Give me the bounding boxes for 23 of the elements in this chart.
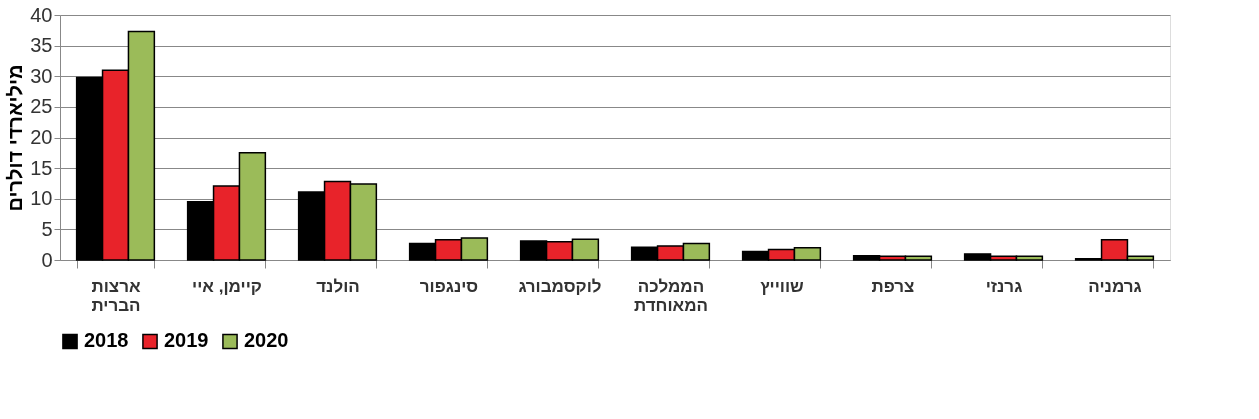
y-tick-label: 10 bbox=[30, 187, 53, 210]
legend-label: 2019 bbox=[164, 329, 209, 352]
x-tick-label: לוקסמבורג bbox=[518, 276, 602, 296]
y-tick-label: 15 bbox=[30, 156, 53, 179]
x-tick-label: צרפת bbox=[871, 276, 915, 296]
x-tick-label: סינגפור bbox=[419, 276, 479, 296]
y-tick-label: 20 bbox=[30, 126, 53, 148]
y-tick-label: 25 bbox=[30, 95, 53, 118]
legend-label: 2018 bbox=[84, 329, 129, 352]
y-tick-label: 35 bbox=[30, 34, 53, 57]
y-tick-label: 5 bbox=[41, 217, 53, 240]
x-tick-label: הולנד bbox=[316, 276, 360, 296]
x-tick-label: קיימן, איי bbox=[192, 276, 262, 296]
y-tick-label: 30 bbox=[30, 64, 53, 87]
legend-label: 2020 bbox=[244, 329, 289, 352]
x-tick-label: ארצות הברית bbox=[91, 276, 141, 315]
x-tick-label: גרמניה bbox=[1088, 276, 1142, 296]
x-tick-label: שווייץ bbox=[760, 276, 805, 296]
y-axis-title: מיליארדי דולרים bbox=[4, 64, 27, 212]
y-tick-label: 0 bbox=[41, 248, 53, 271]
y-tick-label: 40 bbox=[30, 3, 53, 26]
x-tick-label: גרנזי bbox=[985, 276, 1023, 296]
x-tick-label: הממלכה המאוחדת bbox=[633, 276, 709, 315]
